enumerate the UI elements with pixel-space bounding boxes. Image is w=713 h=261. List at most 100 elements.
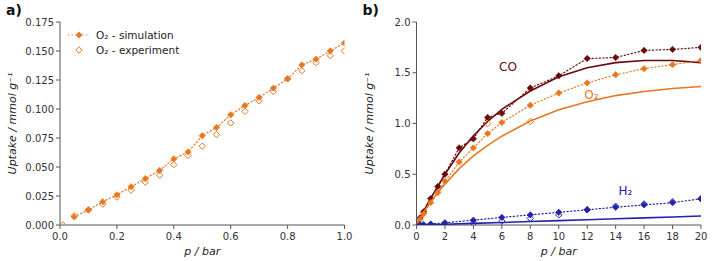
point: [499, 110, 505, 116]
series: [417, 196, 701, 225]
point: [612, 72, 618, 78]
annotation: CO: [499, 60, 517, 74]
x-tick: [587, 225, 588, 229]
point: [499, 218, 505, 224]
point: [698, 196, 701, 202]
point: [442, 171, 448, 177]
x-tick-label: 0.6: [223, 231, 239, 242]
point: [420, 221, 426, 225]
x-tick: [473, 225, 474, 229]
point: [341, 48, 344, 54]
series-line: [74, 43, 344, 217]
point: [484, 120, 490, 126]
series: [470, 196, 701, 225]
point: [299, 68, 305, 74]
point: [142, 179, 148, 185]
y-axis-line: [60, 22, 61, 225]
y-tick: [413, 123, 417, 124]
panel-title: b): [363, 2, 379, 18]
point: [584, 55, 590, 61]
point: [156, 167, 162, 173]
x-tick-label: 2: [442, 231, 448, 242]
point: [527, 102, 533, 108]
series: [71, 40, 344, 220]
x-tick: [416, 225, 417, 229]
x-tick-label: 0.0: [52, 231, 68, 242]
x-tick: [615, 225, 616, 229]
x-tick-label: 0.4: [166, 231, 182, 242]
y-tick: [56, 80, 60, 81]
annotation: O₂: [584, 88, 598, 102]
point: [484, 130, 490, 136]
point: [199, 143, 205, 149]
point: [556, 212, 562, 218]
x-tick-label: 0.8: [280, 231, 296, 242]
point: [669, 46, 675, 52]
point: [327, 48, 333, 54]
series-line: [420, 47, 701, 218]
point: [527, 215, 533, 221]
x-tick-label: 8: [527, 231, 533, 242]
point: [556, 73, 562, 79]
point: [85, 207, 91, 213]
y-axis-label: Uptake / mmol g⁻¹: [6, 73, 19, 175]
point: [641, 65, 647, 71]
y-tick-label: 2.0: [395, 17, 411, 28]
point: [584, 207, 590, 213]
chart-root: 0.00.20.40.60.81.00.0000.0250.0500.0750.…: [0, 0, 713, 261]
y-tick-label: 0.075: [25, 133, 54, 144]
panel: 0.00.20.40.60.81.00.0000.0250.0500.0750.…: [6, 2, 352, 258]
series-line: [420, 199, 701, 225]
series-line: [417, 61, 702, 225]
point: [698, 44, 701, 50]
y-tick-label: 0.100: [25, 104, 54, 115]
point: [341, 40, 344, 46]
y-tick: [413, 174, 417, 175]
point: [213, 131, 219, 137]
x-tick-label: 0.2: [109, 231, 125, 242]
x-tick-label: 6: [499, 231, 505, 242]
x-tick: [344, 225, 345, 229]
legend-marker: [76, 47, 82, 53]
y-tick: [413, 72, 417, 73]
y-tick-label: 0.175: [25, 17, 54, 28]
point: [114, 192, 120, 198]
legend-label: O₂ - simulation: [96, 29, 174, 41]
legend-marker: [76, 32, 82, 38]
point: [456, 145, 462, 151]
y-tick: [56, 109, 60, 110]
point: [228, 120, 234, 126]
point: [327, 52, 333, 58]
x-tick: [116, 225, 117, 229]
point: [641, 47, 647, 53]
y-tick: [413, 225, 417, 226]
panel: 024681012141618200.00.51.01.52.0p / barU…: [363, 2, 708, 258]
series-line: [420, 61, 701, 220]
point: [456, 159, 462, 165]
x-tick-label: 4: [470, 231, 476, 242]
point: [698, 196, 701, 202]
point: [669, 199, 675, 205]
x-tick-label: 18: [666, 231, 679, 242]
x-tick: [501, 225, 502, 229]
point: [85, 207, 91, 213]
x-tick: [644, 225, 645, 229]
point: [270, 88, 276, 94]
x-tick: [530, 225, 531, 229]
point: [612, 54, 618, 60]
x-tick: [558, 225, 559, 229]
point: [669, 199, 675, 205]
point: [435, 189, 441, 195]
y-tick-label: 1.5: [395, 67, 411, 78]
x-tick-label: 14: [609, 231, 622, 242]
y-tick: [413, 22, 417, 23]
y-tick-label: 0.150: [25, 46, 54, 57]
point: [442, 220, 448, 225]
point: [171, 161, 177, 167]
point: [499, 119, 505, 125]
panel-title: a): [6, 2, 22, 18]
x-tick-label: 20: [695, 231, 708, 242]
point: [584, 207, 590, 213]
point: [428, 199, 434, 205]
point: [213, 124, 219, 130]
